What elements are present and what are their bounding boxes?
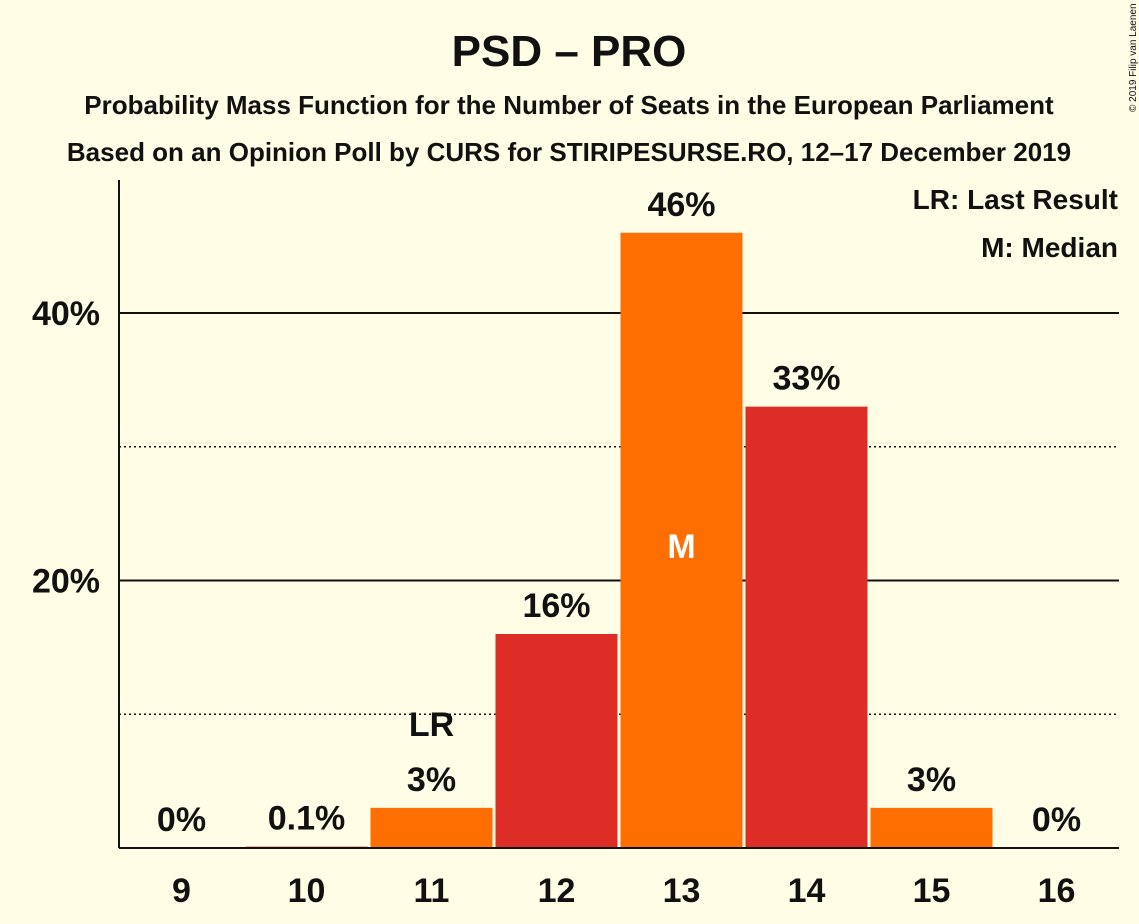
x-tick-label-11: 11 [414, 872, 450, 910]
grid-lines [119, 312, 1119, 715]
chart-subtitle-2: Based on an Opinion Poll by CURS for STI… [67, 137, 1071, 167]
y-tick-label: 40% [32, 295, 100, 333]
x-tick-label-9: 9 [172, 872, 191, 910]
bar-14 [745, 406, 868, 848]
axes: 20% 40% 9 10 11 12 13 14 15 16 [32, 180, 1119, 910]
x-tick-label-12: 12 [538, 872, 576, 910]
value-label-13: 46% [647, 186, 715, 224]
median-marker: M [667, 528, 695, 566]
value-label-16: 0% [1032, 801, 1081, 839]
bars [245, 232, 993, 848]
legend-last-result: LR: Last Result [913, 184, 1118, 215]
x-tick-label-15: 15 [913, 872, 951, 910]
value-labels: 0% 0.1% 3% LR 16% 46% M 33% 3% 0% [157, 186, 1081, 839]
legend-median: M: Median [981, 232, 1118, 263]
chart-subtitle-1: Probability Mass Function for the Number… [84, 90, 1054, 120]
value-label-11: 3% [407, 761, 456, 799]
x-tick-label-10: 10 [288, 872, 326, 910]
copyright-notice: © 2019 Filip van Laenen [1128, 3, 1139, 112]
value-label-15: 3% [907, 761, 956, 799]
bar-15 [870, 807, 993, 848]
value-label-10: 0.1% [268, 800, 346, 838]
bar-13 [620, 232, 743, 848]
value-label-9: 0% [157, 801, 206, 839]
value-label-12: 16% [522, 587, 590, 625]
value-label-14: 33% [772, 360, 840, 398]
chart-title: PSD – PRO [452, 27, 687, 76]
y-tick-label: 20% [32, 563, 100, 601]
last-result-marker: LR [409, 706, 454, 744]
x-tick-label-16: 16 [1038, 872, 1076, 910]
bar-11 [370, 807, 493, 848]
x-tick-label-14: 14 [788, 872, 826, 910]
bar-12 [495, 634, 618, 848]
x-tick-label-13: 13 [663, 872, 701, 910]
